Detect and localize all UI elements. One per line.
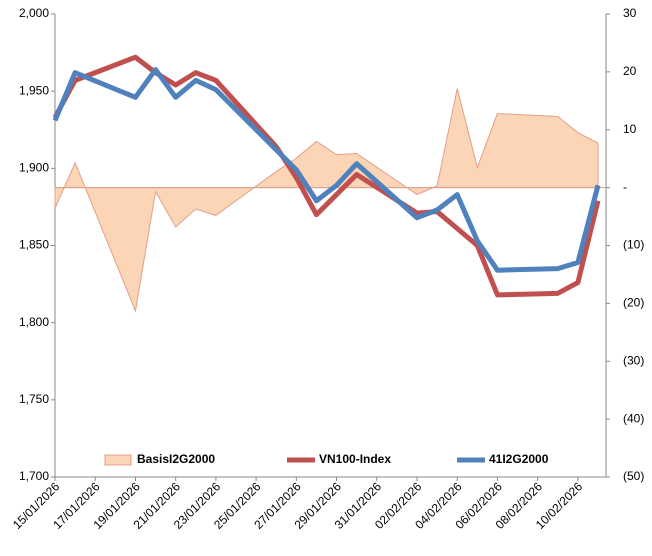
y2-tick-label: - xyxy=(623,180,627,194)
y2-tick-label: (50) xyxy=(623,469,644,483)
y-tick-label: 1,850 xyxy=(19,238,49,252)
legend-swatch xyxy=(104,454,132,466)
y2-tick-label: 20 xyxy=(623,64,637,78)
y-tick-label: 1,900 xyxy=(19,161,49,175)
legend-label: VN100-Index xyxy=(319,452,391,466)
y-tick-label: 1,750 xyxy=(19,392,49,406)
y-tick-label: 1,700 xyxy=(19,469,49,483)
legend-label: 41I2G2000 xyxy=(489,452,549,466)
line xyxy=(52,67,601,273)
y2-tick-label: (10) xyxy=(623,238,644,252)
y-tick-label: 2,000 xyxy=(19,6,49,20)
area xyxy=(54,88,599,313)
y-tick-label: 1,950 xyxy=(19,83,49,97)
y2-tick-label: 10 xyxy=(623,122,637,136)
y-tick-label: 1,800 xyxy=(19,315,49,329)
y2-tick-label: 30 xyxy=(623,6,637,20)
legend-label: BasisI2G2000 xyxy=(137,452,215,466)
y2-tick-label: (30) xyxy=(623,353,644,367)
y2-tick-label: (20) xyxy=(623,296,644,310)
y2-tick-label: (40) xyxy=(623,411,644,425)
